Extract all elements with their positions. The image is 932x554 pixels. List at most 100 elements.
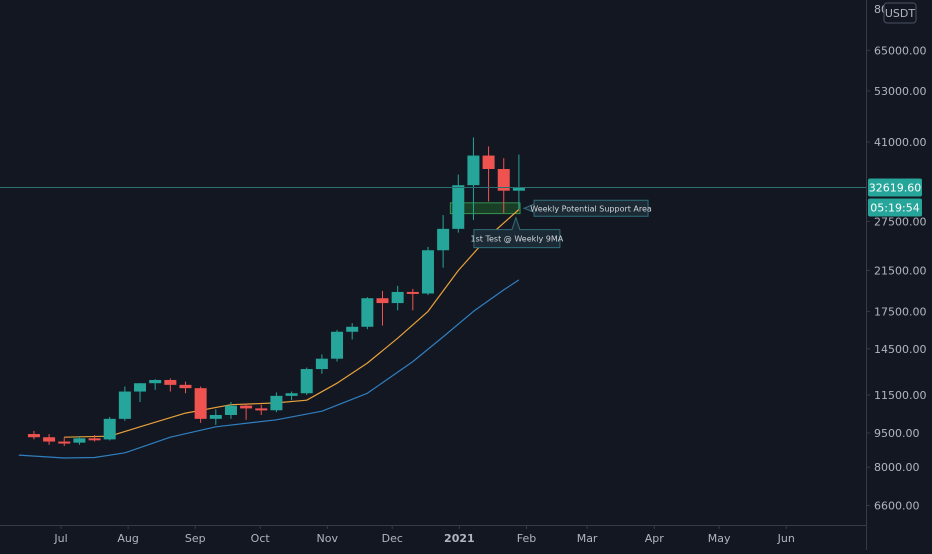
currency-badge[interactable]: USDT <box>883 2 917 24</box>
y-tick-label: 21500.00 <box>874 264 927 277</box>
candle[interactable] <box>512 154 525 209</box>
candle[interactable] <box>27 430 40 440</box>
candle[interactable] <box>346 323 359 340</box>
candle-body <box>179 384 192 389</box>
candle-body <box>331 331 344 359</box>
candle[interactable] <box>437 215 450 268</box>
countdown-badge-text: 05:19:54 <box>870 202 919 215</box>
candle-body <box>240 405 253 409</box>
candle[interactable] <box>376 290 389 326</box>
candle-body <box>315 358 328 370</box>
candle-body <box>376 298 389 304</box>
y-tick-label: 17500.00 <box>874 305 927 318</box>
candle[interactable] <box>149 379 162 390</box>
ma-slow-line[interactable] <box>18 279 520 459</box>
candle-body <box>194 388 207 419</box>
y-tick-label: 11500.00 <box>874 389 927 402</box>
candle-body <box>421 250 434 294</box>
callout-ma-test[interactable]: 1st Test @ Weekly 9MA <box>471 216 564 249</box>
candle[interactable] <box>240 403 253 420</box>
candle-body <box>270 395 283 411</box>
candle[interactable] <box>391 285 404 311</box>
candle-body <box>224 405 237 415</box>
candle-body <box>482 155 495 169</box>
candle-body <box>118 391 131 419</box>
current-price-badge: 32619.60 <box>868 178 922 197</box>
support-zone[interactable] <box>449 202 521 215</box>
y-tick-label: 65000.00 <box>874 44 927 57</box>
candle-body <box>88 438 101 441</box>
candle[interactable] <box>285 391 298 401</box>
candle[interactable] <box>452 174 465 233</box>
x-tick-label: 2021 <box>444 532 475 545</box>
callout-support-area-text: Weekly Potential Support Area <box>530 204 652 213</box>
candle-body <box>406 291 419 294</box>
x-tick-label: Jul <box>53 532 67 545</box>
candle[interactable] <box>406 288 419 311</box>
candle[interactable] <box>300 367 313 395</box>
candle[interactable] <box>467 137 480 221</box>
x-tick-label: Nov <box>317 532 339 545</box>
candle-body <box>149 379 162 384</box>
candle[interactable] <box>421 246 434 296</box>
candle[interactable] <box>179 381 192 394</box>
candle[interactable] <box>270 392 283 413</box>
x-tick-label: Sep <box>185 532 206 545</box>
candle-body <box>452 185 465 229</box>
y-tick-label: 14500.00 <box>874 343 927 356</box>
candle[interactable] <box>482 146 495 202</box>
y-tick-label: 8000.00 <box>874 461 920 474</box>
x-tick-label: Aug <box>117 532 138 545</box>
candle[interactable] <box>315 354 328 374</box>
candle-body <box>73 438 86 443</box>
candle[interactable] <box>224 402 237 419</box>
x-tick-label: Dec <box>382 532 403 545</box>
ma-fast-line[interactable] <box>64 209 520 438</box>
x-tick-label: Oct <box>251 532 271 545</box>
candle-body <box>437 228 450 251</box>
candle-body <box>255 408 268 411</box>
candle[interactable] <box>58 437 71 446</box>
countdown-badge: 05:19:54 <box>868 198 922 217</box>
y-tick-label: 41000.00 <box>874 136 927 149</box>
countdown-badge-box <box>868 198 922 217</box>
candle-body <box>43 437 56 442</box>
candle-body <box>300 369 313 394</box>
candle[interactable] <box>331 329 344 362</box>
x-tick-label: Mar <box>577 532 598 545</box>
candle[interactable] <box>88 435 101 442</box>
candle-body <box>58 441 71 444</box>
candle[interactable] <box>43 434 56 445</box>
candle[interactable] <box>134 383 147 403</box>
candle[interactable] <box>103 416 116 441</box>
candle[interactable] <box>118 386 131 421</box>
x-tick-label: Jun <box>777 532 795 545</box>
candle[interactable] <box>497 158 510 213</box>
candle[interactable] <box>164 378 177 392</box>
candle-body <box>164 379 177 385</box>
callout-support-area[interactable]: Weekly Potential Support Area <box>522 199 652 217</box>
candle-body <box>497 168 510 191</box>
candle[interactable] <box>73 436 86 445</box>
candle-body <box>103 418 116 440</box>
candle[interactable] <box>255 404 268 415</box>
candle[interactable] <box>361 297 374 330</box>
currency-badge-box <box>883 2 917 24</box>
x-tick-label: Apr <box>645 532 665 545</box>
current-price-badge-box <box>868 178 922 197</box>
candle-body <box>209 414 222 419</box>
candle-body <box>512 187 525 191</box>
y-tick-label: 6600.00 <box>874 499 920 512</box>
x-tick-label: May <box>708 532 731 545</box>
candle-body <box>391 291 404 304</box>
callout-ma-test-text: 1st Test @ Weekly 9MA <box>471 235 564 244</box>
y-tick-label: 27500.00 <box>874 215 927 228</box>
callout-ma-test-box <box>473 216 561 249</box>
candle-body <box>27 434 40 438</box>
candle[interactable] <box>209 409 222 425</box>
candle[interactable] <box>194 386 207 423</box>
candle-body <box>285 393 298 396</box>
